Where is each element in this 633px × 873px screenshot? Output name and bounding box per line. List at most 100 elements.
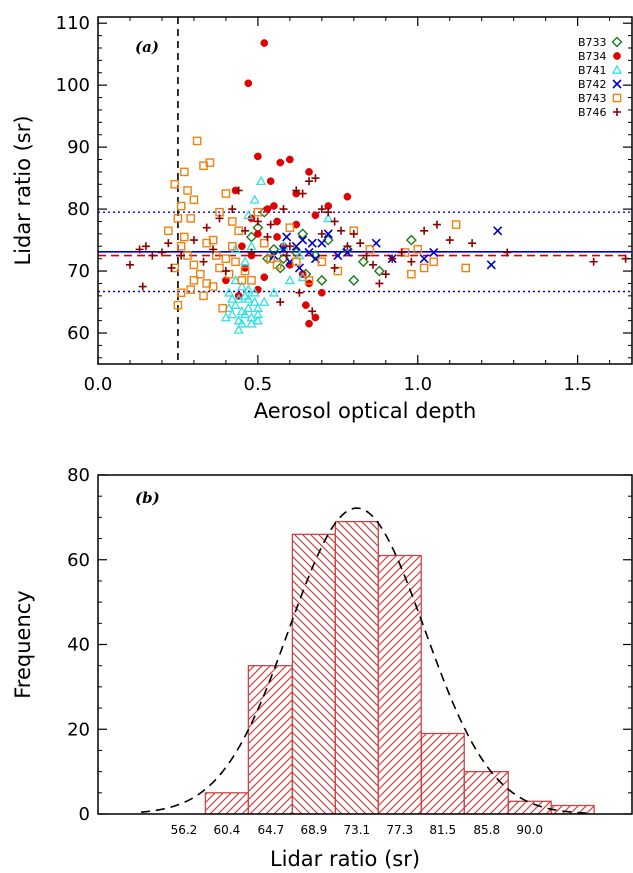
data-point bbox=[333, 250, 343, 261]
data-point bbox=[429, 257, 439, 267]
data-point bbox=[432, 220, 441, 229]
data-point bbox=[276, 298, 285, 307]
data-point bbox=[311, 211, 320, 220]
data-point bbox=[279, 205, 288, 214]
data-point bbox=[337, 226, 346, 235]
data-point bbox=[365, 245, 375, 254]
y-tick-label: 80 bbox=[67, 199, 90, 220]
data-point bbox=[413, 245, 423, 254]
data-point bbox=[342, 247, 352, 258]
data-point bbox=[183, 186, 192, 195]
y-axis-label: Lidar ratio (sr) bbox=[11, 115, 35, 265]
data-point bbox=[503, 248, 512, 257]
data-point bbox=[316, 274, 328, 286]
data-point bbox=[285, 242, 294, 251]
data-point bbox=[180, 167, 189, 177]
data-point bbox=[234, 186, 243, 195]
data-point bbox=[176, 241, 186, 251]
legend-marker bbox=[613, 108, 621, 116]
histogram-bars bbox=[204, 520, 595, 814]
series-b746 bbox=[125, 174, 630, 316]
data-point bbox=[227, 217, 237, 226]
data-point bbox=[189, 260, 199, 270]
histogram-bar bbox=[291, 533, 336, 814]
data-point bbox=[307, 238, 317, 248]
data-point bbox=[589, 257, 598, 266]
data-point bbox=[236, 318, 247, 328]
data-point bbox=[388, 254, 397, 263]
data-point bbox=[208, 282, 218, 291]
data-point bbox=[282, 232, 292, 242]
data-point bbox=[272, 260, 282, 270]
data-point bbox=[205, 158, 215, 167]
y-axis-label: Frequency bbox=[11, 590, 35, 699]
data-point bbox=[343, 192, 352, 201]
data-point bbox=[268, 287, 279, 297]
series-b743 bbox=[164, 136, 471, 313]
data-point bbox=[230, 275, 241, 285]
data-point bbox=[375, 279, 384, 288]
data-point bbox=[260, 273, 269, 282]
data-point bbox=[238, 242, 246, 251]
legend-entry: B746 bbox=[578, 106, 621, 119]
x-tick-label: 0.0 bbox=[84, 374, 113, 395]
x-tick-label: 56.2 bbox=[171, 823, 198, 837]
data-point bbox=[196, 269, 205, 279]
data-point bbox=[221, 254, 231, 263]
series-b741 bbox=[220, 175, 334, 334]
data-point bbox=[284, 275, 295, 285]
data-point bbox=[231, 257, 240, 267]
data-point bbox=[405, 234, 417, 246]
data-point bbox=[240, 266, 250, 276]
axes: 0 20 40 60 80 56.2 60.4 64.7 68.9 73.1 77.3 81.5 85.… bbox=[67, 465, 632, 837]
data-point bbox=[189, 276, 199, 285]
y-tick-label: 60 bbox=[67, 323, 90, 344]
data-point bbox=[362, 251, 371, 260]
data-point bbox=[451, 220, 461, 229]
x-tick-label: 0.5 bbox=[244, 374, 273, 395]
data-point bbox=[173, 214, 183, 223]
histogram-bar bbox=[377, 554, 422, 814]
data-point bbox=[180, 232, 189, 242]
data-point bbox=[266, 254, 275, 263]
data-point bbox=[221, 189, 231, 198]
data-point bbox=[252, 315, 263, 325]
data-point bbox=[176, 201, 186, 211]
data-point bbox=[493, 226, 503, 236]
data-point bbox=[173, 300, 183, 310]
legend-entry: B734 bbox=[578, 50, 621, 63]
data-point bbox=[199, 257, 208, 266]
legend-label: B741 bbox=[578, 64, 607, 77]
panel-label: (b) bbox=[135, 489, 160, 507]
data-point bbox=[341, 243, 353, 255]
data-point bbox=[419, 254, 429, 264]
data-point bbox=[138, 282, 147, 291]
data-point bbox=[202, 223, 211, 232]
y-tick-label: 110 bbox=[56, 13, 90, 34]
data-point bbox=[273, 233, 281, 241]
data-point bbox=[381, 270, 390, 279]
y-tick-label: 90 bbox=[67, 137, 90, 158]
data-point bbox=[243, 293, 254, 303]
data-point bbox=[135, 245, 144, 254]
data-point bbox=[343, 242, 352, 251]
x-tick-label: 64.7 bbox=[258, 823, 285, 837]
data-point bbox=[254, 230, 262, 238]
x-axis-label: Aerosol optical depth bbox=[254, 399, 477, 423]
y-tick-label: 20 bbox=[67, 719, 90, 740]
data-point bbox=[247, 248, 256, 257]
data-point bbox=[218, 303, 228, 313]
data-point bbox=[148, 251, 157, 260]
data-point bbox=[246, 240, 257, 251]
data-point bbox=[266, 220, 275, 229]
data-point bbox=[317, 205, 326, 214]
data-point bbox=[236, 281, 247, 291]
data-point bbox=[227, 293, 238, 303]
data-point bbox=[170, 180, 180, 189]
data-point bbox=[233, 324, 244, 334]
data-point bbox=[239, 256, 251, 266]
data-point bbox=[276, 158, 285, 167]
y-tick-label: 80 bbox=[67, 465, 90, 486]
histogram-bar bbox=[247, 665, 294, 814]
data-point bbox=[298, 189, 307, 198]
